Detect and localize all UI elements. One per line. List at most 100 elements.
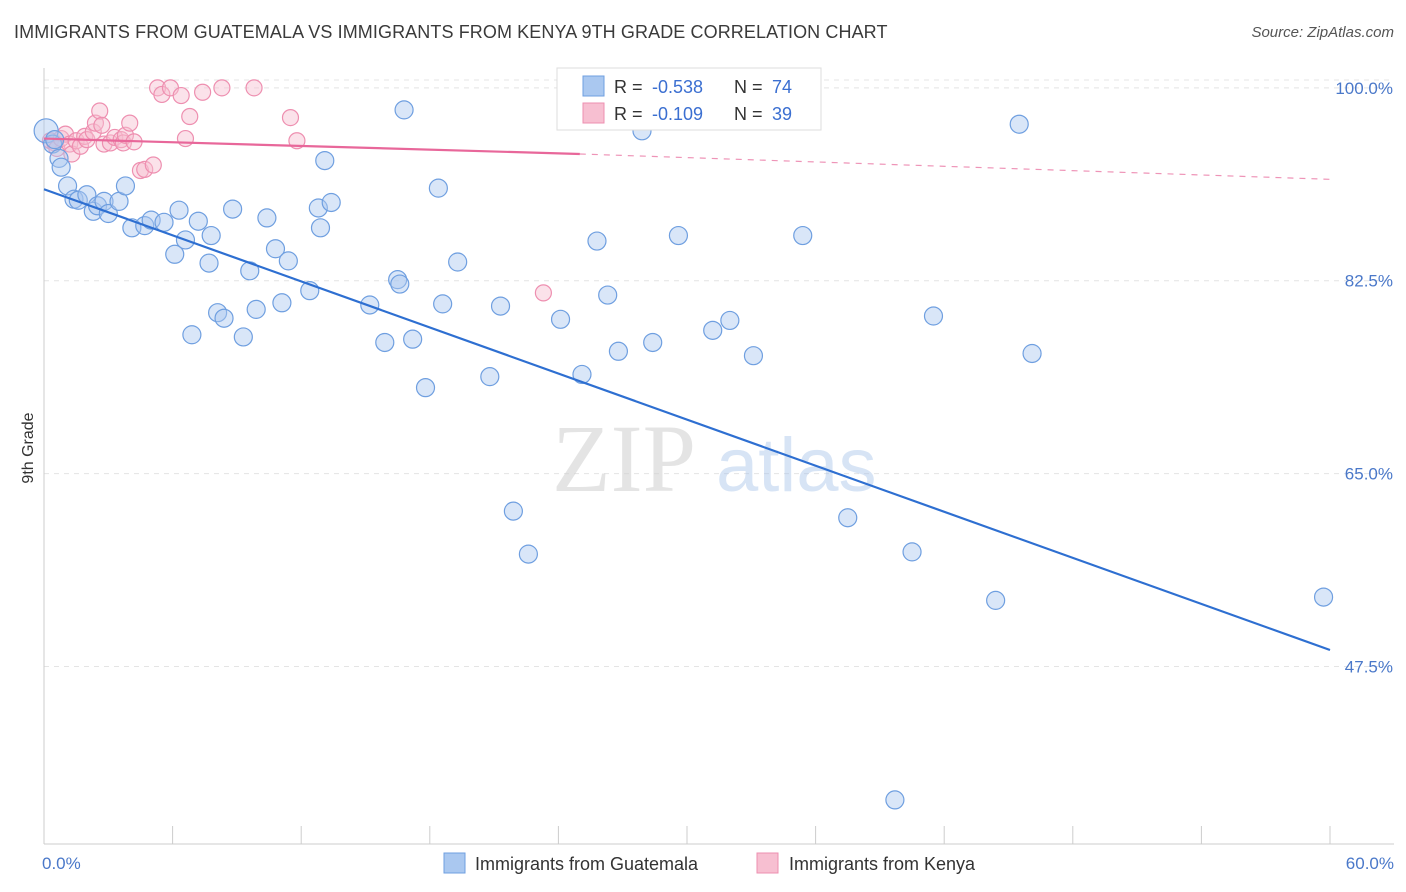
legend-n-label-kenya: N = [734,104,763,124]
guatemala-point [743,346,764,366]
guatemala-point [1313,587,1334,607]
gridlines [44,79,1394,668]
guatemala-point [115,176,136,196]
kenya-point [71,137,90,155]
correlation-legend: R = -0.538 N = 74 R = -0.109 N = 39 [556,67,822,131]
kenya-trend-extension [579,153,1331,180]
x-tick-label-min: 0.0% [42,854,81,873]
kenya-trend-line [43,137,580,156]
guatemala-point [278,251,298,271]
legend-swatch-kenya [582,102,605,124]
guatemala-point [518,544,538,564]
guatemala-point [169,200,189,220]
legend-r-value-kenya: -0.109 [652,104,703,124]
guatemala-point [550,309,571,329]
guatemala-point [503,501,523,521]
series-legend: Immigrants from Guatemala Immigrants fro… [443,852,976,874]
guatemala-point [720,310,740,331]
guatemala-point [986,590,1006,610]
guatemala-point [315,150,335,171]
guatemala-point [375,332,395,353]
watermark-zip: ZIP [552,405,696,512]
guatemala-point [643,332,663,353]
guatemala-point [188,211,208,231]
y-tick-label: 82.5% [1345,272,1393,291]
y-tick-label: 100.0% [1335,79,1393,98]
guatemala-point [182,325,202,345]
kenya-point [245,79,263,97]
guatemala-point [902,542,922,562]
guatemala-point [214,308,234,328]
y-tick-label: 65.0% [1345,465,1393,484]
guatemala-point [572,364,592,385]
watermark-atlas: atlas [716,423,877,508]
kenya-point [153,85,171,104]
guatemala-point [390,274,410,294]
trend-lines [43,137,1331,652]
guatemala-point [272,293,292,313]
guatemala-point [885,790,905,810]
kenya-point [91,102,109,120]
series-legend-label-kenya: Immigrants from Kenya [789,854,976,874]
guatemala-point [265,239,286,259]
axes [43,68,1394,845]
x-tick-label-max: 60.0% [1346,854,1394,873]
guatemala-point [201,225,221,246]
kenya-point [93,116,111,134]
guatemala-point [587,231,607,251]
kenya-point [176,129,195,148]
x-tick-labels: 0.0% 60.0% [42,854,1394,873]
guatemala-points [33,99,1334,810]
kenya-point [194,83,212,101]
kenya-point [281,109,300,127]
legend-r-label-kenya: R = [614,104,643,124]
series-legend-label-guatemala: Immigrants from Guatemala [475,854,699,874]
guatemala-point [415,378,436,398]
kenya-point [172,86,190,105]
kenya-point [136,160,154,179]
guatemala-point [838,508,858,528]
guatemala-point [793,225,813,246]
guatemala-point [199,253,219,273]
guatemala-point [154,212,174,232]
guatemala-point [923,306,944,326]
chart-title: IMMIGRANTS FROM GUATEMALA VS IMMIGRANTS … [14,22,888,42]
guatemala-point [257,208,277,228]
guatemala-point [51,157,71,177]
guatemala-point [1009,114,1029,134]
guatemala-point [233,327,253,347]
guatemala-point [246,299,266,319]
source-credit: Source: ZipAtlas.com [1251,24,1394,41]
guatemala-point [490,296,511,316]
kenya-point [144,156,162,174]
guatemala-point [608,341,629,361]
y-tick-label: 47.5% [1345,658,1393,677]
y-tick-labels: 47.5% 65.0% 82.5% 100.0% [1335,79,1393,677]
guatemala-point [598,285,618,305]
guatemala-point [165,244,185,264]
y-axis-title: 9th Grade [20,412,37,483]
legend-r-value-guatemala: -0.538 [652,77,703,97]
guatemala-point [1022,343,1042,364]
guatemala-point [480,367,500,387]
series-legend-swatch-kenya [756,852,779,874]
guatemala-point [668,225,689,246]
guatemala-point [448,252,468,272]
legend-n-label-guatemala: N = [734,77,763,97]
guatemala-point [310,218,331,238]
guatemala-point [223,199,243,219]
kenya-point [213,79,231,97]
legend-n-value-guatemala: 74 [772,77,792,97]
legend-n-value-kenya: 39 [772,104,792,124]
kenya-point [121,114,139,132]
legend-r-label-guatemala: R = [614,77,643,97]
watermark: ZIP atlas [552,405,877,512]
kenya-point [181,107,199,126]
guatemala-point [428,178,448,198]
guatemala-point [98,203,118,224]
guatemala-point [433,294,453,314]
guatemala-point [403,329,423,349]
guatemala-trend-line [43,188,1331,652]
guatemala-point [703,320,723,340]
